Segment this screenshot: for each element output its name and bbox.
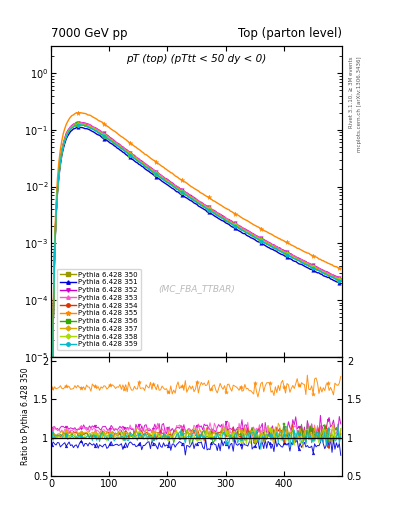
Pythia 6.428 354 [128, 151, 132, 157]
Pythia 6.428 351 [325, 274, 330, 281]
Pythia 6.428 359 [77, 121, 82, 127]
Pythia 6.428 357 [105, 134, 109, 140]
Pythia 6.428 359 [315, 267, 320, 273]
Pythia 6.428 354 [61, 142, 66, 148]
Pythia 6.428 355 [128, 140, 132, 146]
Pythia 6.428 353 [338, 276, 343, 282]
Pythia 6.428 355 [338, 266, 343, 272]
Pythia 6.428 354 [338, 277, 343, 283]
Pythia 6.428 353 [128, 150, 132, 156]
Pythia 6.428 356 [77, 121, 82, 127]
Pythia 6.428 351 [75, 124, 80, 131]
Pythia 6.428 358 [61, 143, 66, 149]
Pythia 6.428 358 [128, 152, 132, 158]
Pythia 6.428 357 [67, 127, 72, 133]
Line: Pythia 6.428 357: Pythia 6.428 357 [50, 122, 342, 512]
Text: 7000 GeV pp: 7000 GeV pp [51, 27, 128, 40]
Line: Pythia 6.428 353: Pythia 6.428 353 [50, 121, 342, 512]
Pythia 6.428 353 [78, 120, 83, 126]
Pythia 6.428 352 [315, 264, 320, 270]
Pythia 6.428 356 [61, 142, 66, 148]
Line: Pythia 6.428 350: Pythia 6.428 350 [50, 123, 342, 512]
Y-axis label: Ratio to Pythia 6.428 350: Ratio to Pythia 6.428 350 [21, 368, 30, 465]
Pythia 6.428 354 [105, 134, 109, 140]
Pythia 6.428 351 [105, 137, 109, 143]
Line: Pythia 6.428 358: Pythia 6.428 358 [50, 123, 342, 512]
Pythia 6.428 351 [61, 145, 66, 152]
Pythia 6.428 353 [105, 133, 109, 139]
Pythia 6.428 355 [105, 123, 109, 129]
Text: Rivet 3.1.10, ≥ 3M events: Rivet 3.1.10, ≥ 3M events [349, 56, 354, 128]
Pythia 6.428 352 [61, 140, 66, 146]
Pythia 6.428 350 [128, 152, 132, 158]
Pythia 6.428 355 [61, 131, 66, 137]
Pythia 6.428 353 [325, 270, 330, 276]
Pythia 6.428 357 [77, 121, 82, 127]
Pythia 6.428 355 [325, 260, 330, 266]
Pythia 6.428 356 [315, 267, 320, 273]
Pythia 6.428 357 [315, 266, 320, 272]
Pythia 6.428 350 [105, 135, 109, 141]
Pythia 6.428 351 [315, 270, 320, 276]
Pythia 6.428 350 [325, 272, 330, 279]
Pythia 6.428 350 [338, 278, 343, 284]
Pythia 6.428 358 [325, 272, 330, 278]
Pythia 6.428 357 [325, 271, 330, 277]
Pythia 6.428 352 [325, 269, 330, 275]
Pythia 6.428 359 [128, 152, 132, 158]
Pythia 6.428 358 [105, 135, 109, 141]
Pythia 6.428 359 [105, 135, 109, 141]
Pythia 6.428 358 [315, 267, 320, 273]
Pythia 6.428 354 [75, 121, 80, 127]
Pythia 6.428 356 [128, 152, 132, 158]
Pythia 6.428 359 [67, 128, 72, 134]
Pythia 6.428 358 [67, 127, 72, 134]
Pythia 6.428 355 [67, 116, 72, 122]
Pythia 6.428 354 [325, 271, 330, 278]
Pythia 6.428 354 [315, 266, 320, 272]
Pythia 6.428 356 [105, 135, 109, 141]
Pythia 6.428 350 [315, 267, 320, 273]
Pythia 6.428 356 [325, 271, 330, 278]
Text: mcplots.cern.ch [arXiv:1306.3436]: mcplots.cern.ch [arXiv:1306.3436] [357, 56, 362, 152]
Pythia 6.428 359 [325, 272, 330, 279]
Line: Pythia 6.428 355: Pythia 6.428 355 [49, 111, 343, 512]
Pythia 6.428 354 [67, 127, 72, 134]
Pythia 6.428 357 [128, 151, 132, 157]
Pythia 6.428 353 [61, 141, 66, 147]
Line: Pythia 6.428 356: Pythia 6.428 356 [50, 122, 342, 512]
Pythia 6.428 350 [75, 122, 80, 128]
Line: Pythia 6.428 352: Pythia 6.428 352 [50, 121, 342, 512]
Pythia 6.428 351 [67, 131, 72, 137]
Pythia 6.428 356 [67, 127, 72, 134]
Pythia 6.428 358 [78, 121, 83, 127]
Pythia 6.428 359 [338, 278, 343, 284]
Pythia 6.428 351 [128, 155, 132, 161]
Pythia 6.428 356 [338, 278, 343, 284]
Pythia 6.428 352 [78, 119, 83, 125]
Legend: Pythia 6.428 350, Pythia 6.428 351, Pythia 6.428 352, Pythia 6.428 353, Pythia 6: Pythia 6.428 350, Pythia 6.428 351, Pyth… [57, 269, 141, 350]
Line: Pythia 6.428 351: Pythia 6.428 351 [50, 125, 342, 512]
Pythia 6.428 352 [128, 150, 132, 156]
Pythia 6.428 353 [67, 126, 72, 132]
Line: Pythia 6.428 359: Pythia 6.428 359 [50, 123, 342, 512]
Line: Pythia 6.428 354: Pythia 6.428 354 [50, 122, 342, 512]
Text: (MC_FBA_TTBAR): (MC_FBA_TTBAR) [158, 284, 235, 293]
Pythia 6.428 352 [105, 132, 109, 138]
Pythia 6.428 352 [67, 125, 72, 132]
Pythia 6.428 353 [315, 265, 320, 271]
Pythia 6.428 357 [338, 276, 343, 283]
Text: pT (top) (pTtt < 50 dy < 0): pT (top) (pTtt < 50 dy < 0) [127, 54, 266, 64]
Text: Top (parton level): Top (parton level) [238, 27, 342, 40]
Pythia 6.428 352 [338, 275, 343, 282]
Pythia 6.428 355 [78, 110, 83, 116]
Pythia 6.428 357 [61, 142, 66, 148]
Pythia 6.428 358 [338, 278, 343, 284]
Pythia 6.428 350 [61, 143, 66, 149]
Pythia 6.428 350 [67, 128, 72, 134]
Pythia 6.428 351 [338, 281, 343, 287]
Pythia 6.428 355 [315, 254, 320, 261]
Pythia 6.428 359 [61, 143, 66, 149]
